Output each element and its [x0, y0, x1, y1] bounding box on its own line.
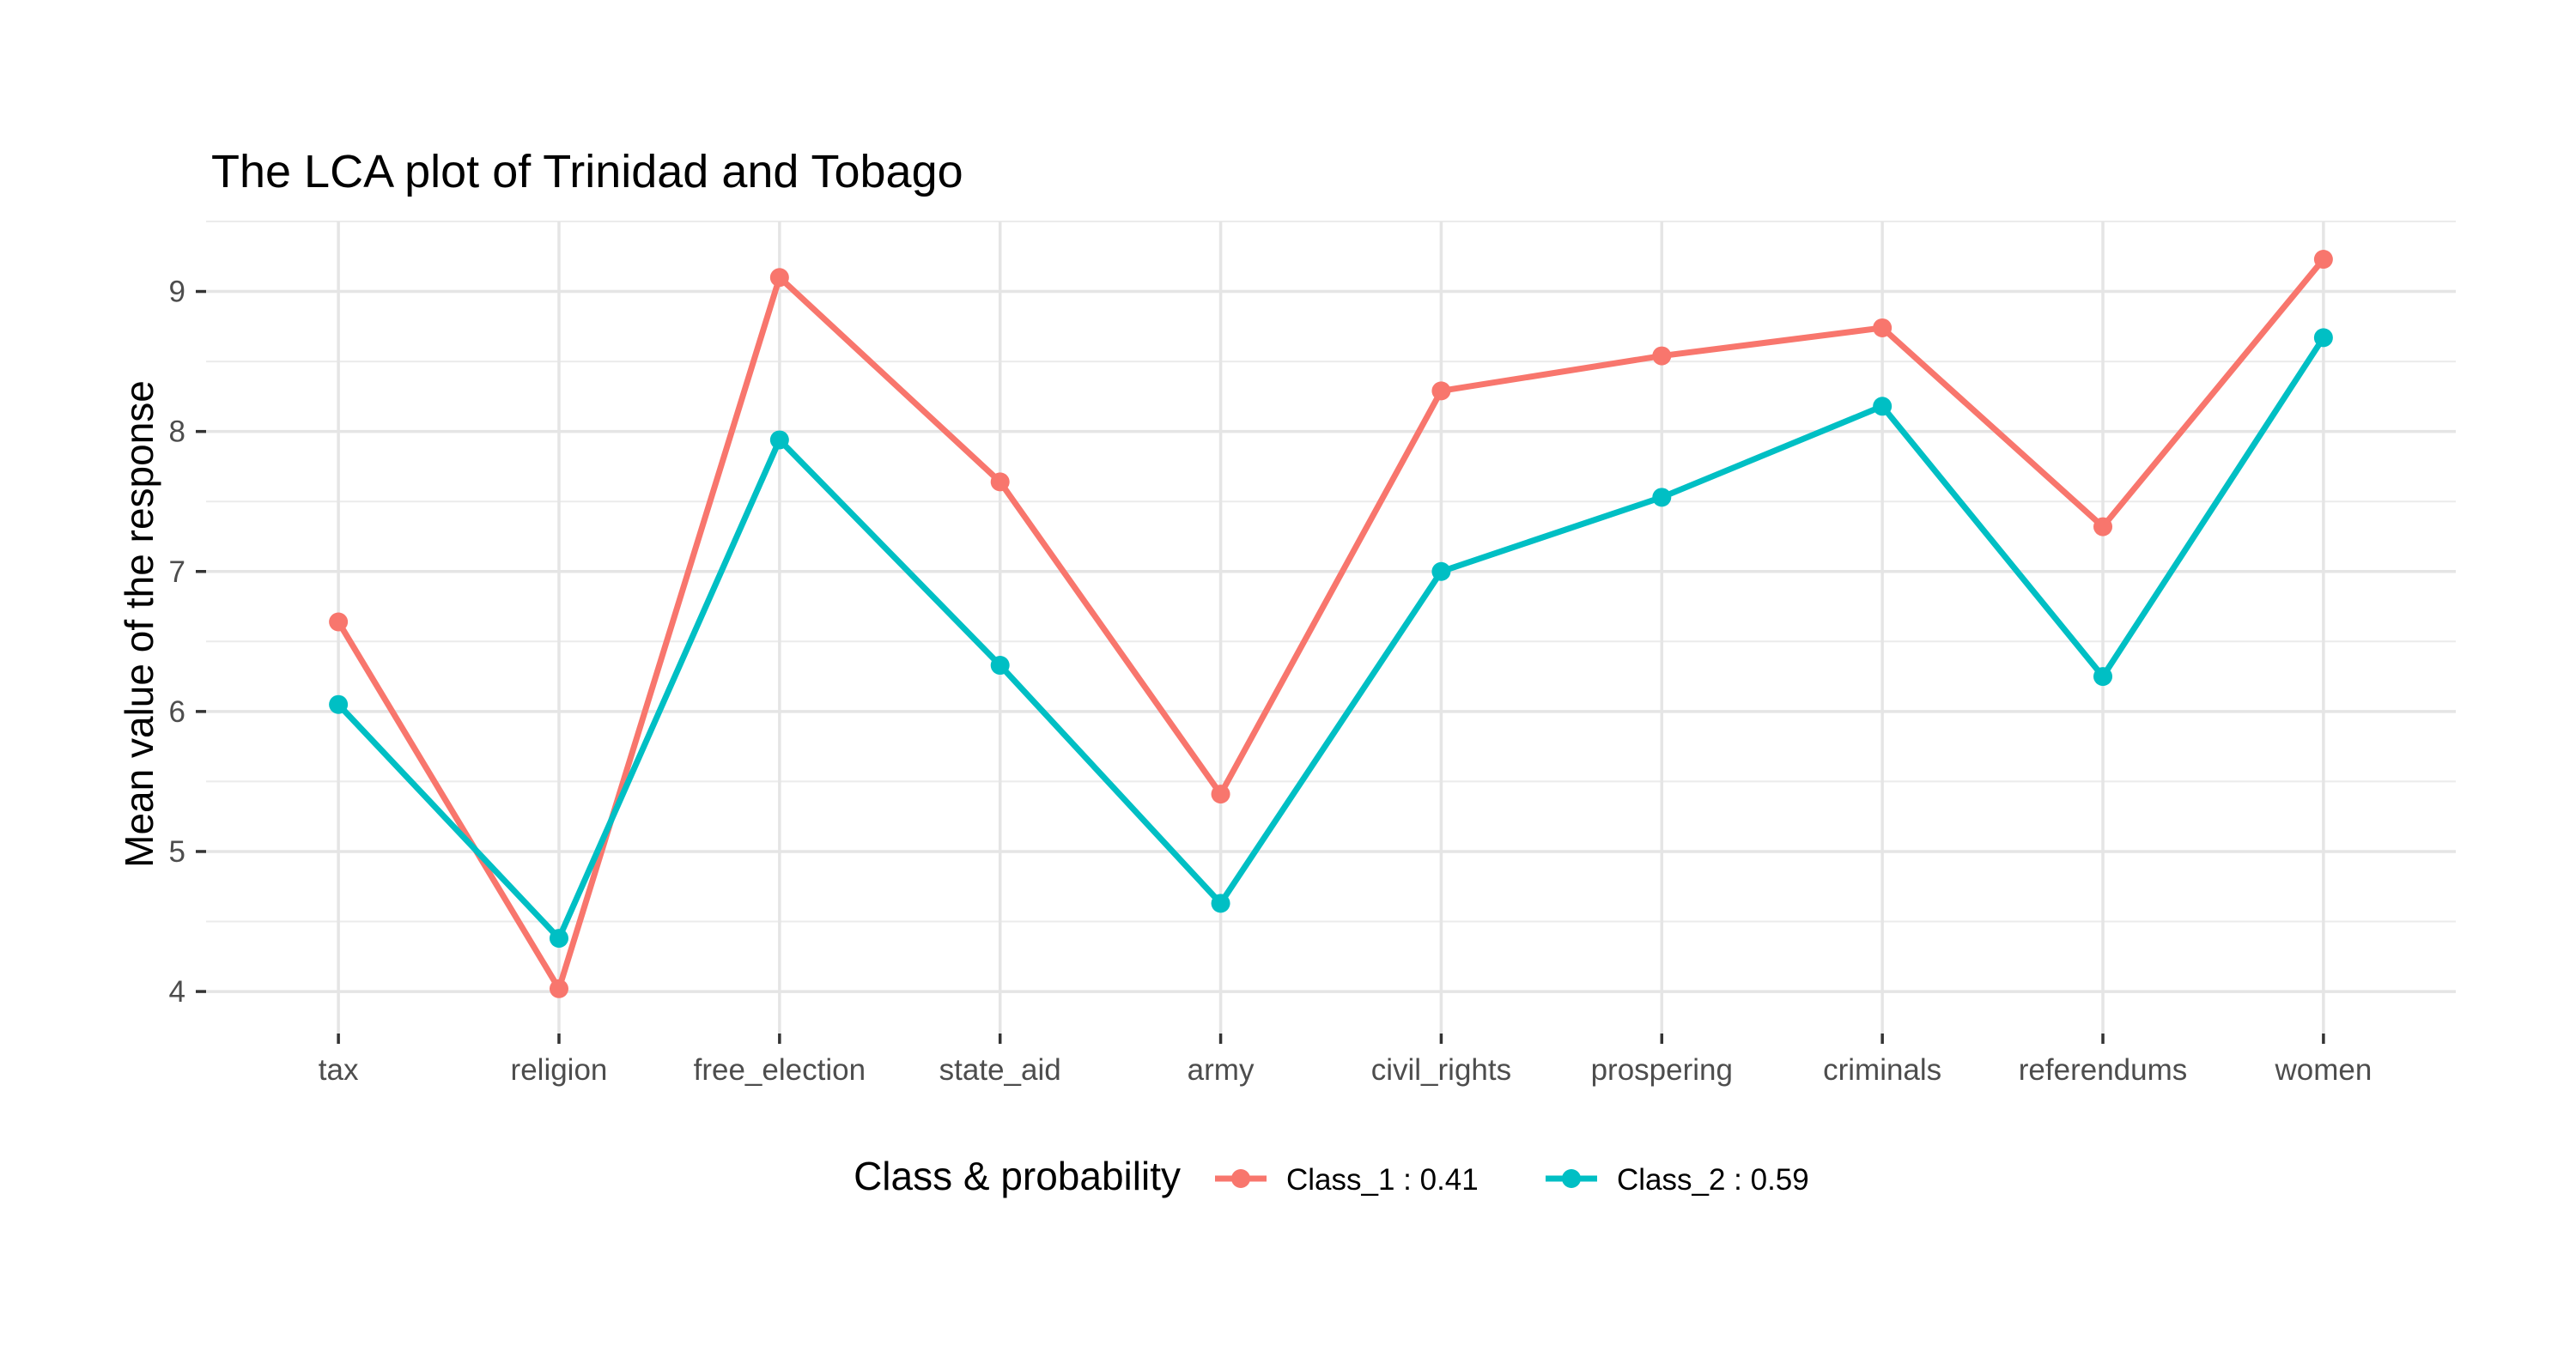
data-point-class-2 [2313, 328, 2333, 348]
legend-label: Class_2 : 0.59 [1617, 1163, 1809, 1197]
x-tick-label: criminals [1823, 1053, 1941, 1087]
legend-item-class-2: Class_2 : 0.59 [1546, 1163, 1809, 1197]
series-line-class-2 [335, 334, 2327, 942]
x-tick-label: religion [511, 1053, 608, 1087]
legend-item-class-1: Class_1 : 0.41 [1215, 1163, 1479, 1197]
data-point-class-1 [990, 472, 1010, 492]
x-tick-label: referendums [2019, 1053, 2187, 1087]
data-point-class-1 [1873, 318, 1893, 337]
y-tick-label: 7 [169, 555, 185, 589]
y-tick-label: 8 [169, 415, 185, 449]
legend-label: Class_1 : 0.41 [1286, 1163, 1479, 1197]
data-point-class-1 [2093, 517, 2113, 536]
data-point-class-1 [549, 979, 568, 998]
y-tick-label: 9 [169, 276, 185, 309]
data-point-class-2 [1431, 561, 1451, 581]
y-tick-label: 6 [169, 695, 185, 729]
series-line-class-1 [335, 256, 2327, 992]
x-tick-label: army [1188, 1053, 1255, 1087]
data-point-class-1 [1431, 381, 1451, 401]
data-point-class-2 [1211, 894, 1230, 913]
x-tick-label: free_election [694, 1053, 866, 1087]
legend-items: Class_1 : 0.41 Class_2 : 0.59 [1215, 1163, 1809, 1197]
legend-key-point [1231, 1169, 1250, 1188]
y-tick-label: 5 [169, 835, 185, 869]
y-axis-label: Mean value of the response [117, 380, 161, 868]
data-point-class-1 [1211, 785, 1230, 804]
x-tick-label: state_aid [939, 1053, 1061, 1087]
legend-key-point [1562, 1169, 1581, 1188]
axes: 4 5 6 7 8 9 tax religion free_election state_aid a… [169, 276, 2372, 1087]
legend-title: Class & probability [854, 1154, 1181, 1198]
data-point-class-2 [1652, 488, 1672, 507]
data-point-class-2 [549, 929, 568, 949]
y-tick-label: 4 [169, 975, 185, 1009]
data-point-class-2 [2093, 667, 2113, 687]
data-point-class-1 [329, 612, 349, 632]
data-point-class-1 [769, 268, 789, 288]
series-layer [329, 250, 2333, 998]
x-tick-label: civil_rights [1371, 1053, 1511, 1087]
data-point-class-1 [2313, 250, 2333, 270]
data-point-class-2 [769, 430, 789, 450]
data-point-class-2 [1873, 397, 1893, 416]
x-tick-label: women [2274, 1053, 2372, 1087]
data-point-class-2 [329, 694, 349, 714]
x-tick-label: prospering [1591, 1053, 1733, 1087]
chart-title: The LCA plot of Trinidad and Tobago [211, 146, 963, 197]
x-tick-label: tax [319, 1053, 359, 1087]
data-point-class-1 [1652, 346, 1672, 366]
legend: Class & probability Class_1 : 0.41 Class_… [854, 1154, 1809, 1198]
data-point-class-2 [990, 656, 1010, 676]
